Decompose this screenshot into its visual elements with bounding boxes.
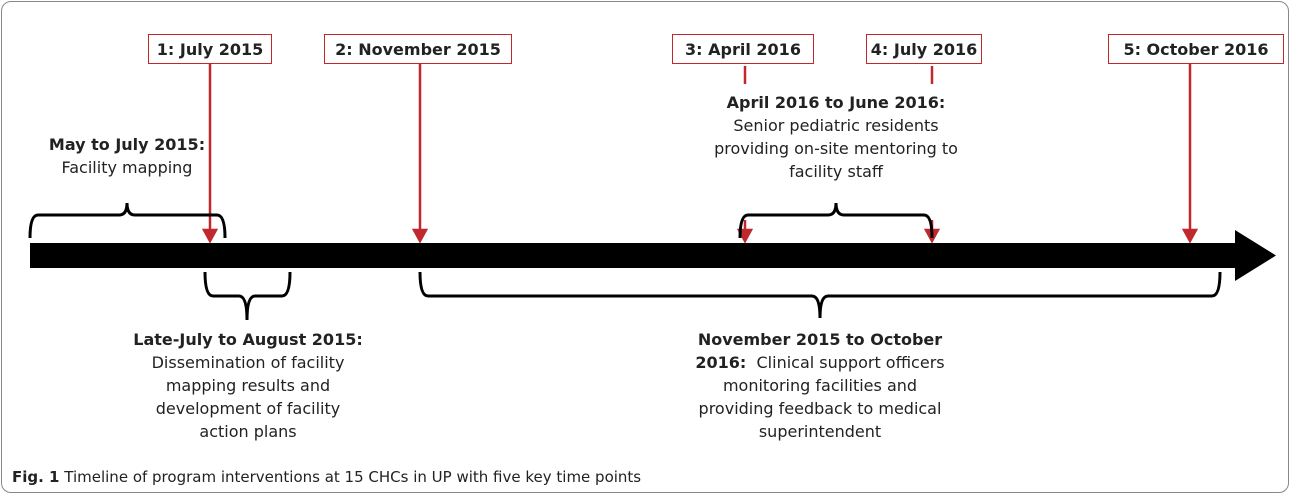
period: April 2016 to June 2016: Senior pediatri… xyxy=(706,91,966,183)
period-description: Senior pediatric residents providing on-… xyxy=(714,116,958,181)
milestone: 5: October 2016 xyxy=(1108,34,1284,64)
period-title: May to July 2015: xyxy=(48,135,206,154)
period: November 2015 to October 2016: Clinical … xyxy=(690,328,950,443)
milestone: 1: July 2015 xyxy=(148,34,272,64)
milestone: 4: July 2016 xyxy=(866,34,982,64)
braces xyxy=(28,202,1222,321)
caption: Fig. 1 Timeline of program interventions… xyxy=(12,468,641,486)
period: May to July 2015: Facility mapping xyxy=(27,133,227,179)
period-title: November 2015 to October 2016: xyxy=(695,330,943,372)
period-description: Facility mapping xyxy=(61,158,193,177)
period-description: Clinical support officers monitoring fac… xyxy=(698,353,945,441)
milestone-arrows xyxy=(201,64,1199,244)
caption-label: Fig. 1 xyxy=(12,468,60,486)
milestone: 2: November 2015 xyxy=(324,34,512,64)
milestone: 3: April 2016 xyxy=(672,34,814,64)
period: Late-July to August 2015: Dissemination … xyxy=(133,328,363,443)
time-arrow xyxy=(30,230,1276,281)
period-title: Late-July to August 2015: xyxy=(133,330,363,349)
period-description: Dissemination of facility mapping result… xyxy=(151,353,345,441)
caption-text: Timeline of program interventions at 15 … xyxy=(64,468,642,486)
period-title: April 2016 to June 2016: xyxy=(726,93,946,112)
